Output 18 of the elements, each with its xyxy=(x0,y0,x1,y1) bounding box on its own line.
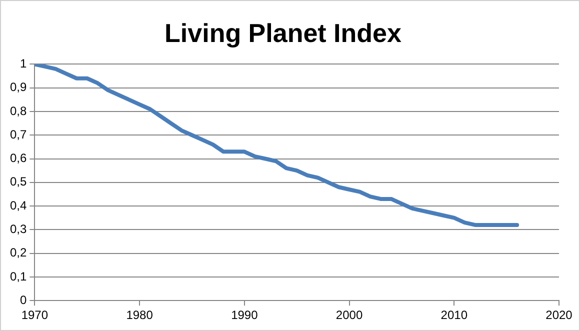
y-tick-label: 0,7 xyxy=(10,127,27,142)
y-tick-label: 1 xyxy=(20,56,27,71)
y-tick-label: 0,6 xyxy=(10,151,27,166)
y-tick-label: 0,2 xyxy=(10,246,27,260)
y-tick-label: 0,4 xyxy=(10,198,27,212)
x-tick-label: 1980 xyxy=(126,308,154,322)
y-tick-label: 0,3 xyxy=(10,222,27,236)
y-tick-label: 0,8 xyxy=(10,104,27,118)
y-tick-label: 0,1 xyxy=(10,269,27,284)
x-tick-label: 2000 xyxy=(336,308,363,322)
x-tick-label: 2020 xyxy=(546,308,573,322)
x-tick-label: 1990 xyxy=(231,308,258,322)
y-tick-label: 0,9 xyxy=(10,80,27,94)
chart-title: Living Planet Index xyxy=(164,18,402,48)
x-tick-label: 1970 xyxy=(21,308,48,322)
y-tick-label: 0,5 xyxy=(10,174,27,189)
x-tick-label: 2010 xyxy=(440,308,468,322)
y-tick-label: 0 xyxy=(20,292,27,307)
